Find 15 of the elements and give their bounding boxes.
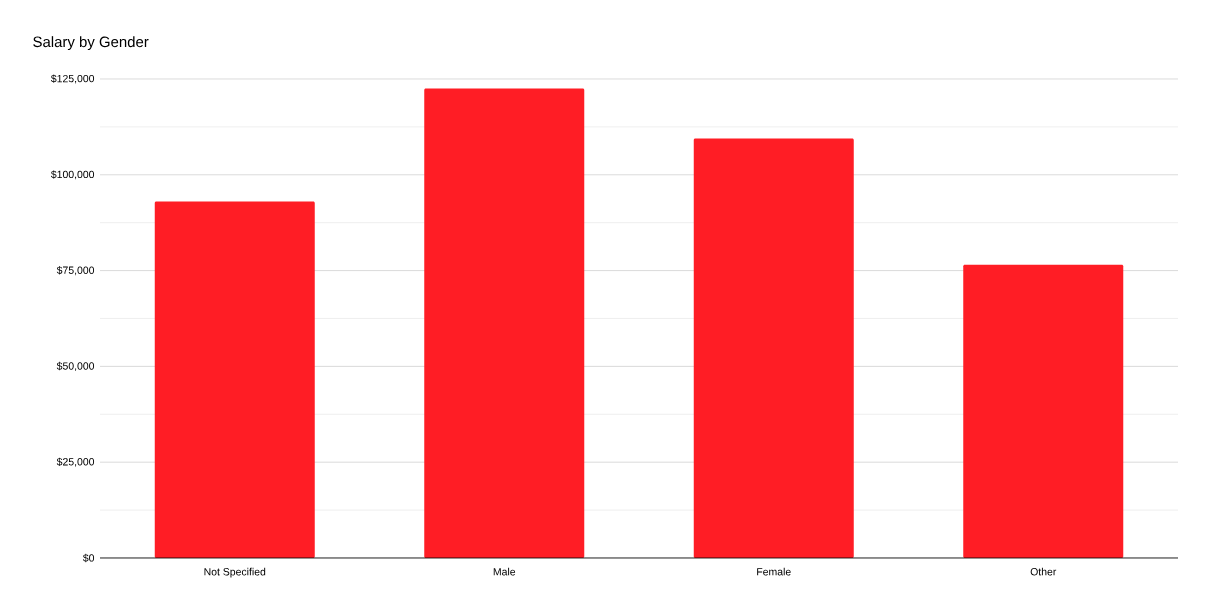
bar: [963, 264, 1124, 558]
x-tick-label: Not Specified: [204, 567, 266, 578]
bar: [693, 138, 854, 558]
x-tick-label: Female: [757, 567, 791, 576]
chart-title: Salary by Gender: [33, 36, 149, 51]
bar: [424, 88, 585, 558]
x-tick-label: Other: [1030, 567, 1057, 576]
y-tick-label: $0: [82, 553, 95, 563]
bar: [154, 201, 315, 558]
y-tick-label: $125,000: [50, 74, 95, 84]
y-tick-label: $50,000: [56, 361, 95, 371]
y-tick-label: $25,000: [56, 457, 95, 467]
y-tick-label: $75,000: [56, 266, 95, 276]
x-tick-label: Male: [493, 567, 516, 576]
y-tick-label: $100,000: [50, 170, 95, 180]
